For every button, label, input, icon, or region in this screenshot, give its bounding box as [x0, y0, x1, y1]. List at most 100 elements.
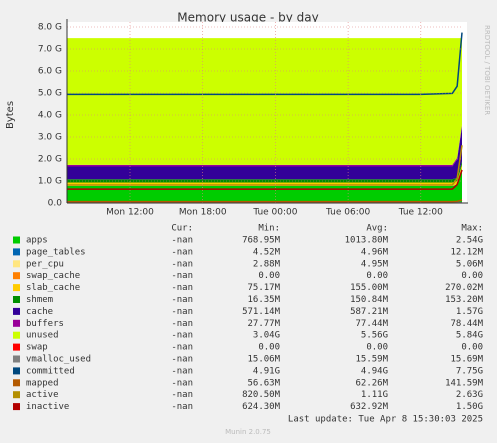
side-text: RRDTOOL / TOBI OETIKER	[483, 25, 491, 115]
legend-swatch	[13, 236, 20, 244]
legend-stat: 0.00	[366, 271, 388, 281]
series-line	[67, 169, 463, 190]
x-tick-label: Tue 00:00	[252, 208, 297, 218]
y-tick-label: 1.0 G	[38, 177, 62, 187]
legend-label: inactive	[26, 402, 69, 412]
legend-stat: 632.92M	[350, 402, 389, 412]
legend-stat: 150.84M	[350, 295, 389, 305]
y-tick-label: 4.0 G	[38, 111, 62, 121]
legend-stat: -nan	[171, 283, 193, 293]
stat-header: Avg:	[366, 224, 388, 234]
legend-stat: -nan	[171, 295, 193, 305]
x-tick-label: Mon 18:00	[179, 208, 227, 218]
legend-stat: -nan	[171, 366, 193, 376]
legend-stat: 77.44M	[355, 319, 388, 329]
stacked-area	[67, 161, 462, 183]
legend-stat: -nan	[171, 343, 193, 353]
x-tick-label: Tue 06:00	[325, 208, 370, 218]
legend-stat: -nan	[171, 236, 193, 246]
legend-stat: 1.50G	[456, 402, 483, 412]
y-tick-label: 5.0 G	[38, 89, 62, 99]
legend-stat: -nan	[171, 390, 193, 400]
legend-swatch	[13, 319, 20, 327]
legend-label: shmem	[26, 295, 53, 305]
legend-label: unused	[26, 331, 59, 341]
legend-stat: 141.59M	[445, 378, 484, 388]
legend-label: mapped	[26, 378, 59, 388]
legend-label: buffers	[26, 319, 64, 329]
legend-label: vmalloc_used	[26, 355, 91, 365]
legend-stat: 0.00	[461, 343, 483, 353]
legend-swatch	[13, 355, 20, 363]
y-tick-label: 7.0 G	[38, 45, 62, 55]
legend-stat: -nan	[171, 331, 193, 341]
legend-label: committed	[26, 366, 75, 376]
legend-stat: 270.02M	[445, 283, 484, 293]
legend-stat: 153.20M	[445, 295, 484, 305]
legend-stat: 7.75G	[456, 366, 483, 376]
legend-stat: 27.77M	[247, 319, 280, 329]
y-tick-label: 8.0 G	[38, 23, 62, 33]
series-line	[67, 199, 463, 203]
legend-stat: 1.57G	[456, 307, 483, 317]
legend-swatch	[13, 296, 20, 303]
legend-stat: 624.30M	[242, 402, 281, 412]
legend-stat: 4.95M	[361, 259, 389, 269]
legend-stat: 2.88M	[253, 259, 281, 269]
stat-header: Cur:	[171, 224, 193, 234]
legend-label: slab_cache	[26, 283, 80, 293]
legend-swatch	[13, 284, 20, 292]
legend-stat: 5.06M	[456, 259, 484, 269]
legend-stat: 5.84G	[456, 331, 483, 341]
y-tick-label: 2.0 G	[38, 155, 62, 165]
legend-swatch	[13, 307, 20, 315]
legend-label: page_tables	[26, 247, 86, 257]
version: Munin 2.0.75	[225, 428, 271, 436]
legend-stat: 4.91G	[253, 366, 280, 376]
legend-stat: 2.54G	[456, 236, 483, 246]
legend-stat: 5.56G	[361, 331, 388, 341]
legend-label: apps	[26, 236, 48, 246]
legend-stat: 0.00	[461, 271, 483, 281]
legend-swatch	[13, 260, 20, 268]
legend-stat: -nan	[171, 271, 193, 281]
legend-stat: 4.94G	[361, 366, 388, 376]
legend-stat: 2.63G	[456, 390, 483, 400]
legend-stat: 1013.80M	[345, 236, 389, 246]
legend-swatch	[13, 403, 20, 411]
legend-stat: 571.14M	[242, 307, 281, 317]
legend-stat: 12.12M	[450, 247, 483, 257]
y-axis-label: Bytes	[5, 101, 16, 129]
stat-header: Min:	[258, 224, 280, 234]
legend-swatch	[13, 379, 20, 387]
legend-stat: -nan	[171, 402, 193, 412]
legend-stat: 0.00	[258, 271, 280, 281]
legend-stat: 15.69M	[450, 355, 483, 365]
legend-stat: 78.44M	[450, 319, 483, 329]
legend-swatch	[13, 343, 20, 351]
legend-stat: 4.96M	[361, 247, 389, 257]
legend-stat: -nan	[171, 307, 193, 317]
legend-stat: 587.21M	[350, 307, 389, 317]
legend-stat: 15.06M	[247, 355, 280, 365]
stacked-area	[67, 168, 462, 203]
legend-stat: 62.26M	[355, 378, 388, 388]
y-tick-label: 3.0 G	[38, 133, 62, 143]
legend-label: swap_cache	[26, 271, 80, 281]
legend-stat: 155.00M	[350, 283, 389, 293]
y-tick-label: 6.0 G	[38, 67, 62, 77]
legend-stat: 15.59M	[355, 355, 388, 365]
stacked-area	[67, 126, 462, 180]
legend-label: cache	[26, 307, 53, 317]
stat-header: Max:	[461, 224, 483, 234]
legend-swatch	[13, 272, 20, 280]
legend-stat: 4.52M	[253, 247, 281, 257]
x-tick-label: Tue 12:00	[398, 208, 443, 218]
legend-stat: 768.95M	[242, 236, 281, 246]
legend-stat: 3.04G	[253, 331, 280, 341]
legend-stat: 0.00	[366, 343, 388, 353]
footer: Last update: Tue Apr 8 15:30:03 2025	[288, 415, 483, 425]
legend-stat: -nan	[171, 319, 193, 329]
legend-stat: -nan	[171, 378, 193, 388]
stacked-area	[67, 38, 462, 165]
